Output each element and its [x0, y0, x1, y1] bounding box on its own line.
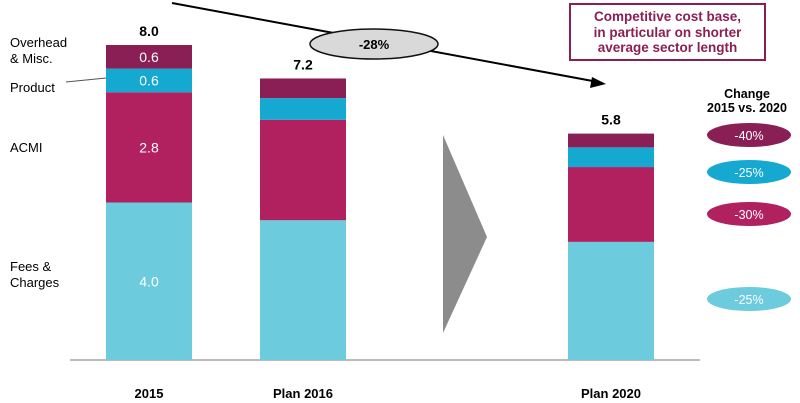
- change-pill-label-0: -40%: [734, 129, 763, 143]
- segment-name-3-line-0: Overhead: [10, 35, 67, 50]
- callout-line-2: in particular on shorter: [593, 24, 742, 40]
- bar-segment-plan-2016-0: [260, 220, 346, 360]
- data-label-2015-1: 2.8: [139, 139, 159, 155]
- callout-line-1: Competitive cost base,: [593, 9, 742, 24]
- product-leader-line: [65, 77, 107, 83]
- chevron-arrow: [443, 135, 487, 333]
- change-pill-label-3: -25%: [734, 293, 763, 307]
- bar-segment-plan-2020-2: [568, 147, 654, 168]
- bar-segment-plan-2020-1: [568, 167, 654, 242]
- change-title-line-1: 2015 vs. 2020: [707, 101, 787, 115]
- segment-name-2-line-0: Product: [10, 80, 55, 95]
- bar-segment-plan-2016-1: [260, 119, 346, 221]
- bar-segment-2015-1: [106, 92, 192, 203]
- data-label-2015-2: 0.6: [139, 72, 159, 88]
- change-pill-1: [707, 160, 791, 184]
- bar-segment-plan-2020-3: [568, 133, 654, 148]
- total-label-1: 7.2: [293, 56, 313, 72]
- callout-line-3: average sector length: [597, 40, 738, 55]
- bar-segment-plan-2016-3: [260, 78, 346, 99]
- change-pill-0: [707, 123, 791, 147]
- bar-segment-2015-0: [106, 202, 192, 360]
- segment-name-0-line-1: Charges: [10, 275, 60, 290]
- segment-name-0-line-0: Fees &: [10, 259, 52, 274]
- change-title-line-0: Change: [724, 87, 770, 101]
- change-pill-label-2: -30%: [734, 208, 763, 222]
- category-label-0: 2015: [135, 386, 164, 401]
- segment-name-3-line-1: & Misc.: [10, 51, 53, 66]
- category-label-1: Plan 2016: [273, 386, 333, 401]
- change-pill-label-1: -25%: [734, 166, 763, 180]
- change-pill-3: [707, 287, 791, 311]
- bar-segment-2015-3: [106, 45, 192, 69]
- overall-change-label: -28%: [359, 37, 390, 52]
- segment-name-1-line-0: ACMI: [10, 140, 43, 155]
- data-label-2015-0: 4.0: [139, 273, 159, 289]
- total-label-0: 8.0: [139, 23, 159, 39]
- total-label-2: 5.8: [601, 112, 621, 128]
- segment-names: Fees &Charges ACMI Product Overhead& Misc.: [10, 35, 107, 290]
- callout-box: Competitive cost base, in particular on …: [569, 3, 766, 61]
- data-label-2015-3: 0.6: [139, 49, 159, 65]
- bar-segment-plan-2020-0: [568, 241, 654, 360]
- bar-segment-2015-2: [106, 68, 192, 93]
- bar-segment-plan-2016-2: [260, 98, 346, 120]
- change-pill-2: [707, 202, 791, 226]
- overall-change-pill: [309, 28, 439, 60]
- trend-arrowhead: [590, 77, 606, 88]
- bars-group: 4.0 2.8 0.6 0.6 8.0 2015 7.2 Plan 2016 5.8 Plan 2…: [70, 23, 700, 401]
- category-label-2: Plan 2020: [581, 386, 641, 401]
